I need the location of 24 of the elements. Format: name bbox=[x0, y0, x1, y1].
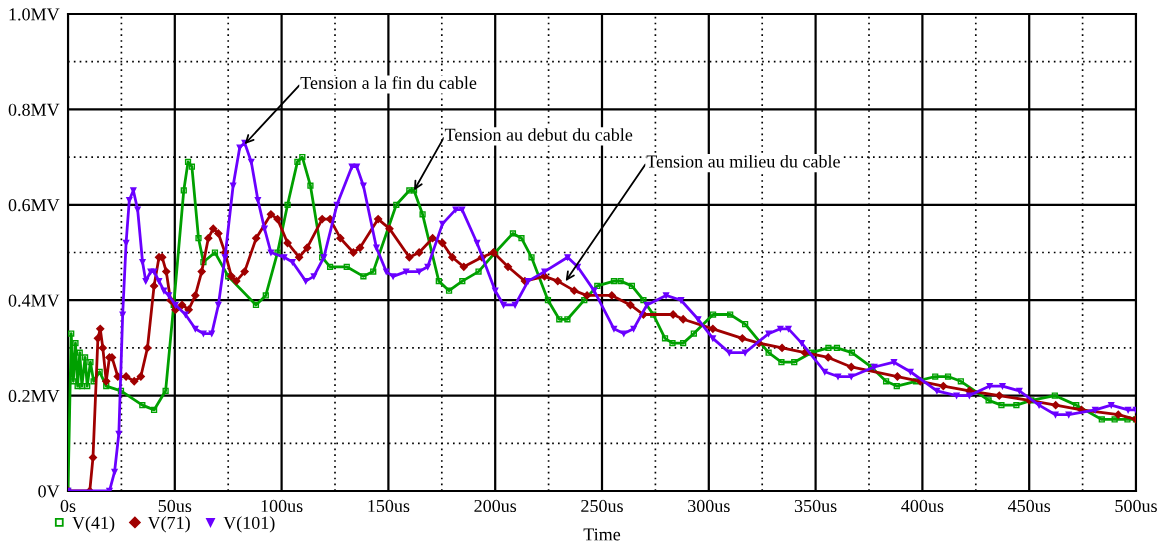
y-tick-label: 0.8MV bbox=[8, 103, 60, 116]
x-tick-label: 350us bbox=[794, 499, 837, 513]
legend-label: V(71) bbox=[147, 516, 190, 533]
x-tick-label: 250us bbox=[581, 499, 623, 513]
x-tick-label: 50us bbox=[158, 499, 192, 513]
x-tick-label: 500us bbox=[1115, 499, 1157, 513]
x-tick-label: 400us bbox=[901, 499, 944, 513]
y-tick-label: 0.4MV bbox=[8, 294, 60, 307]
y-tick-label: 1.0MV bbox=[9, 8, 60, 21]
y-tick-label: 0.6MV bbox=[8, 199, 60, 212]
x-tick-label: 150us bbox=[368, 499, 410, 513]
x-tick-label: 100us bbox=[261, 499, 303, 513]
legend-label: V(101) bbox=[223, 516, 275, 533]
annotation: Tension au milieu du cable bbox=[646, 154, 840, 168]
x-tick-label: 0s bbox=[60, 499, 76, 513]
y-tick-label: 0.2MV bbox=[8, 389, 60, 403]
annotation: Tension a la fin du cable bbox=[300, 76, 477, 90]
x-tick-label: 300us bbox=[688, 499, 730, 513]
y-tick-label: 0V bbox=[38, 485, 60, 498]
x-axis-title: Time bbox=[583, 528, 621, 541]
x-tick-label: 200us bbox=[474, 499, 517, 513]
x-tick-label: 450us bbox=[1007, 499, 1051, 513]
legend-label: V(41) bbox=[72, 516, 115, 533]
annotation: Tension au debut du cable bbox=[444, 128, 633, 141]
